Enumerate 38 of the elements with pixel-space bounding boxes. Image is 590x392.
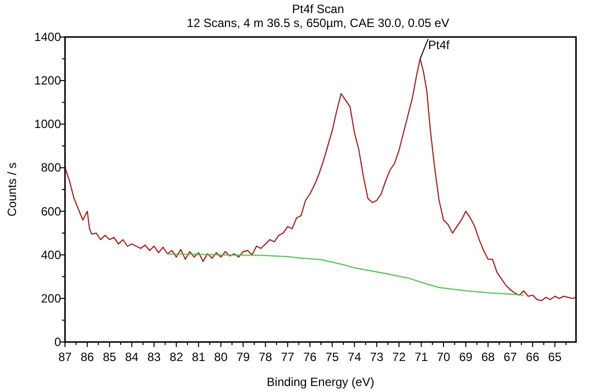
x-tick-label: 83 xyxy=(147,350,162,364)
x-tick-label: 73 xyxy=(370,350,384,364)
x-tick-label: 87 xyxy=(58,350,72,364)
y-tick-label: 1200 xyxy=(34,74,62,88)
x-tick-label: 82 xyxy=(170,350,184,364)
y-tick-label: 800 xyxy=(40,160,62,175)
line-series xyxy=(65,58,576,302)
y-tick-label: 1000 xyxy=(34,117,62,132)
y-tick-label: 400 xyxy=(40,248,62,262)
x-tick-label: 79 xyxy=(236,350,250,364)
y-tick-label: 1400 xyxy=(34,30,62,44)
chart-title: Pt4f Scan xyxy=(292,2,344,16)
line-series xyxy=(166,253,524,296)
x-tick-label: 84 xyxy=(125,350,139,364)
x-tick-label: 78 xyxy=(258,350,272,364)
x-tick-label: 85 xyxy=(102,350,117,364)
x-tick-label: 75 xyxy=(326,350,340,364)
y-tick-label: 0 xyxy=(54,335,62,349)
x-tick-label: 80 xyxy=(214,350,228,364)
x-tick-label: 76 xyxy=(303,350,317,364)
x-tick-label: 70 xyxy=(436,350,451,364)
x-axis-title: Binding Energy (eV) xyxy=(266,375,374,389)
x-tick-label: 81 xyxy=(192,350,206,364)
x-tick-label: 71 xyxy=(414,350,428,364)
x-tick-label: 86 xyxy=(80,350,94,364)
x-tick-label: 69 xyxy=(459,350,473,364)
y-tick-label: 200 xyxy=(40,291,62,306)
x-tick-label: 66 xyxy=(526,350,540,364)
x-tick-label: 72 xyxy=(392,350,406,364)
chart-subtitle: 12 Scans, 4 m 36.5 s, 650µm, CAE 30.0, 0.05 eV xyxy=(186,16,450,30)
x-tick-label: 77 xyxy=(280,350,295,364)
y-tick-label: 600 xyxy=(40,204,62,218)
y-axis-title: Counts / s xyxy=(5,162,19,217)
x-tick-label: 65 xyxy=(548,350,562,364)
annotation: Pt4f xyxy=(428,38,450,52)
x-tick-label: 74 xyxy=(348,350,362,364)
x-tick-label: 68 xyxy=(481,350,496,364)
x-tick-label: 67 xyxy=(504,350,518,364)
